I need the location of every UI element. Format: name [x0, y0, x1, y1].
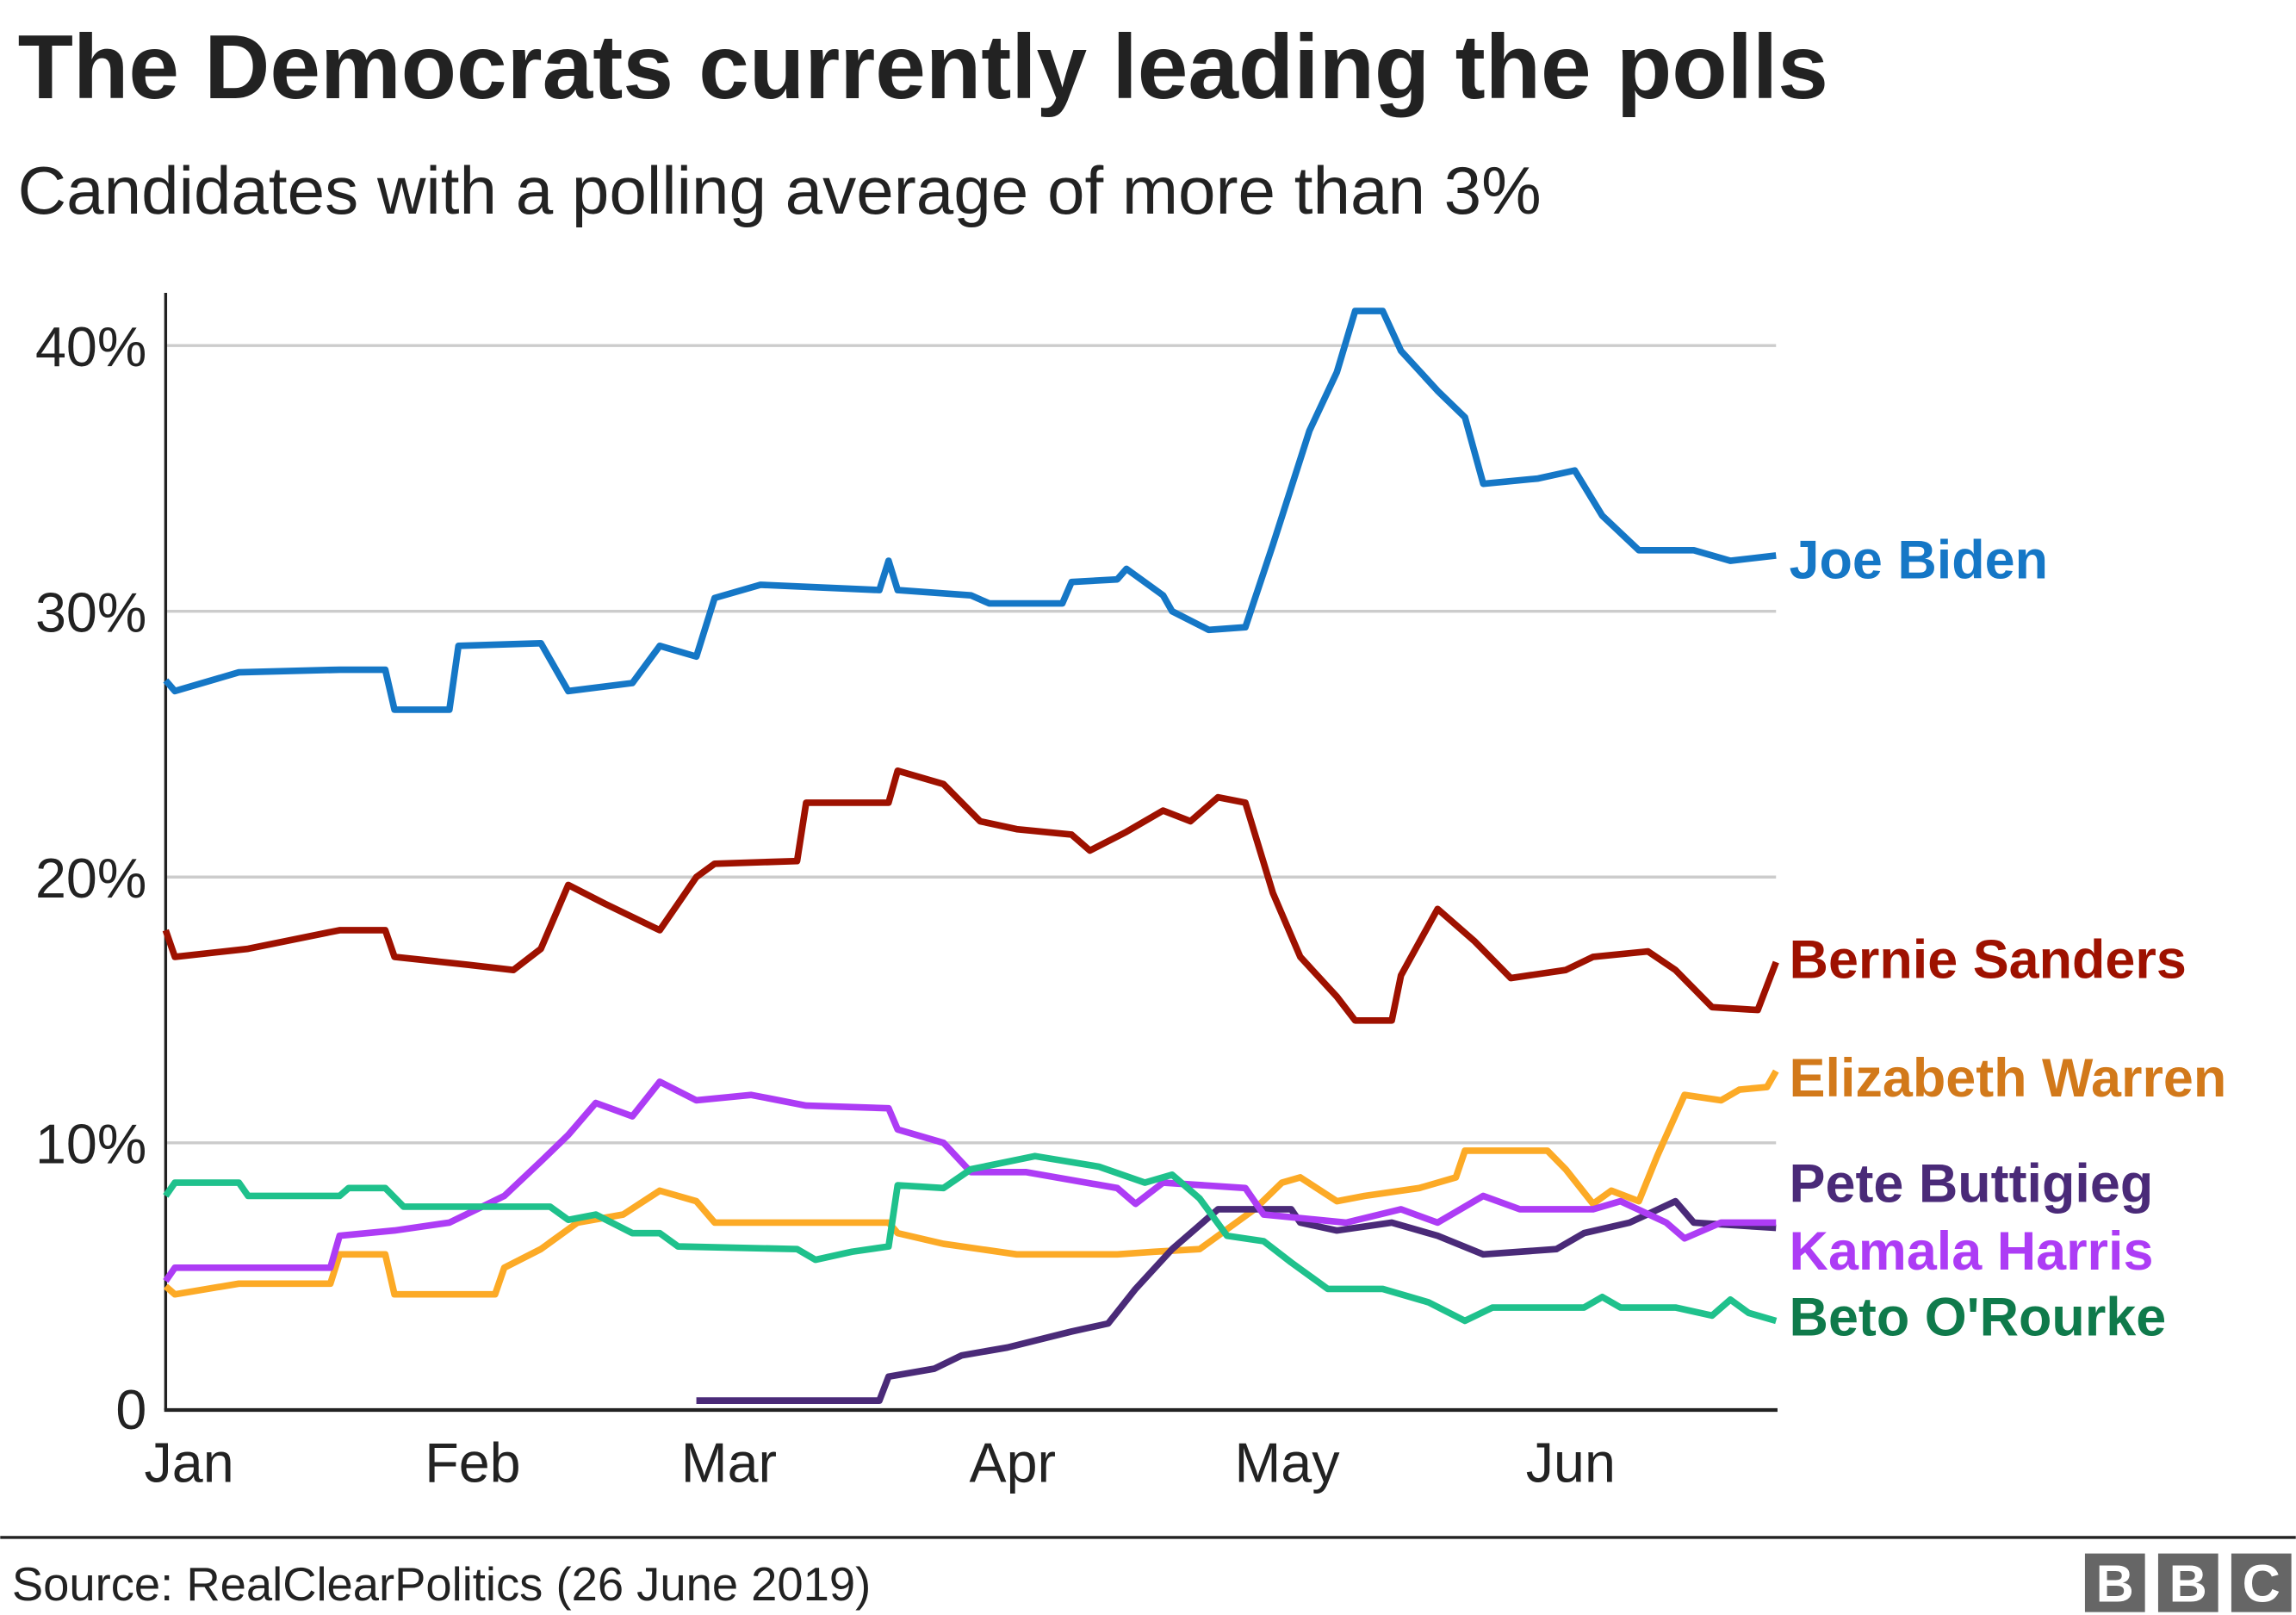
bbc-logo: B B C [2084, 1553, 2292, 1613]
y-tick-label: 20% [35, 848, 146, 910]
series-lines [162, 307, 1779, 1404]
series-line-bernie-sanders [162, 767, 1779, 1024]
y-axis-ticks: 0 10% 20% 30% 40% [35, 316, 146, 1441]
x-tick-label: Mar [681, 1432, 777, 1494]
x-tick-label: Jan [144, 1432, 233, 1494]
series-label-elizabeth-warren: Elizabeth Warren [1790, 1048, 2227, 1109]
series-label-bernie-sanders: Bernie Sanders [1790, 930, 2187, 991]
series-line-elizabeth-warren [163, 1069, 1779, 1298]
svg-text:B: B [2096, 1555, 2134, 1613]
source-text: Source: RealClearPolitics (26 June 2019) [12, 1558, 871, 1611]
svg-text:B: B [2169, 1555, 2207, 1613]
series-label-kamala-harris: Kamala Harris [1790, 1221, 2154, 1282]
series-line-kamala-harris [163, 1078, 1777, 1283]
series-label-beto-o-rourke: Beto O'Rourke [1790, 1287, 2167, 1347]
chart-title: The Democrats currently leading the poll… [18, 17, 1828, 118]
y-tick-label: 0 [115, 1379, 146, 1441]
series-line-pete-buttigieg [696, 1197, 1777, 1404]
series-line-beto-o-rourke [163, 1152, 1778, 1325]
x-tick-label: May [1234, 1432, 1340, 1494]
y-tick-label: 40% [35, 316, 146, 378]
x-tick-label: Feb [425, 1432, 520, 1494]
svg-text:C: C [2243, 1555, 2280, 1613]
x-tick-label: Jun [1526, 1432, 1616, 1494]
x-axis-ticks: Jan Feb Mar Apr May Jun [144, 1432, 1615, 1494]
y-tick-label: 10% [35, 1114, 146, 1176]
chart-subtitle: Candidates with a polling average of mor… [18, 152, 1542, 228]
series-line-joe-biden [163, 307, 1777, 713]
y-tick-label: 30% [35, 582, 146, 644]
x-tick-label: Apr [970, 1432, 1057, 1494]
series-label-pete-buttigieg: Pete Buttigieg [1790, 1154, 2154, 1214]
gridlines [165, 344, 1777, 1145]
series-label-joe-biden: Joe Biden [1790, 530, 2048, 590]
series-labels: Joe Biden Bernie Sanders Elizabeth Warren P… [1790, 530, 2227, 1347]
